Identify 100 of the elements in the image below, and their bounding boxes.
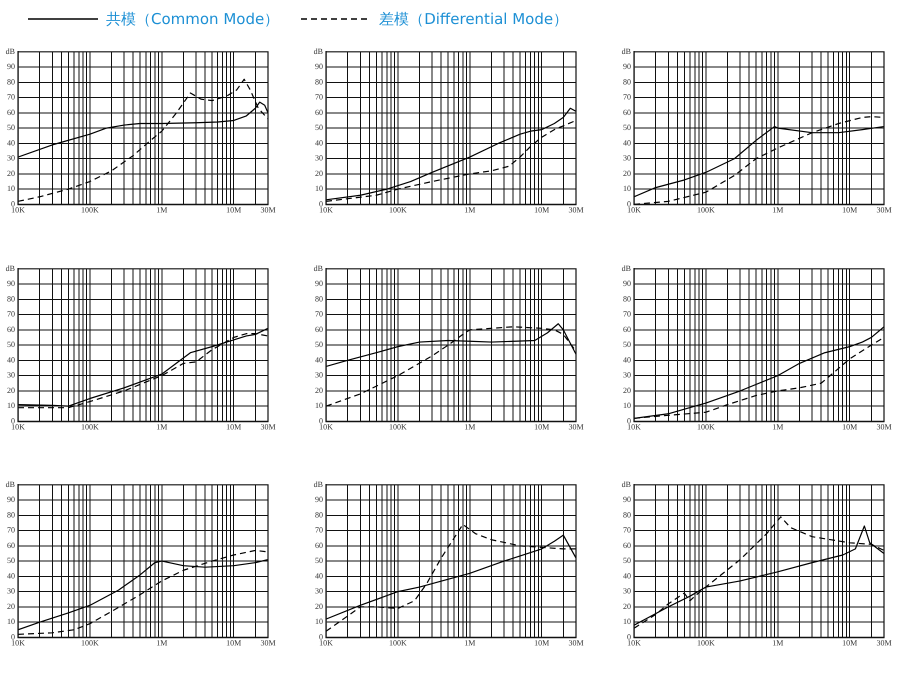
y-tick-label: 0	[11, 416, 15, 425]
y-axis-title: dB	[6, 46, 15, 56]
x-tick-label: 30M	[568, 422, 584, 431]
y-tick-label: 90	[315, 278, 323, 288]
x-tick-label: 10M	[226, 638, 242, 648]
y-tick-label: 20	[315, 168, 323, 178]
y-tick-label: 10	[623, 617, 631, 626]
x-tick-label: 1M	[464, 422, 476, 431]
y-tick-label: 90	[7, 495, 15, 504]
y-tick-label: 40	[315, 571, 323, 580]
y-tick-label: 20	[623, 168, 631, 178]
x-tick-label: 10M	[842, 422, 858, 431]
x-tick-label: 10M	[226, 422, 242, 431]
y-tick-label: 60	[315, 540, 323, 550]
y-tick-label: 0	[319, 416, 323, 425]
x-tick-label: 1M	[156, 638, 168, 648]
x-tick-label: 1M	[772, 638, 784, 648]
y-tick-label: 20	[623, 602, 631, 611]
x-tick-label: 30M	[568, 638, 584, 648]
y-tick-label: 90	[315, 62, 323, 72]
y-axis-title: dB	[314, 480, 323, 489]
y-tick-label: 30	[315, 154, 323, 163]
y-tick-label: 30	[7, 586, 15, 596]
y-tick-label: 10	[7, 400, 15, 410]
x-tick-label: 100K	[81, 422, 100, 431]
y-tick-label: 80	[623, 77, 631, 86]
y-tick-label: 40	[315, 354, 323, 364]
y-tick-label: 50	[7, 556, 15, 566]
y-tick-label: 50	[623, 556, 631, 566]
y-tick-label: 50	[623, 340, 631, 349]
y-tick-label: 50	[315, 556, 323, 566]
x-tick-label: 30M	[260, 638, 276, 648]
y-tick-label: 30	[7, 154, 15, 163]
y-tick-label: 20	[315, 602, 323, 611]
x-tick-label: 100K	[697, 638, 716, 648]
y-tick-label: 60	[7, 324, 15, 334]
y-tick-label: 50	[315, 123, 323, 132]
y-tick-label: 70	[623, 92, 631, 102]
y-tick-label: 80	[315, 294, 323, 303]
y-tick-label: 50	[315, 340, 323, 349]
y-tick-label: 30	[7, 370, 15, 380]
x-tick-label: 30M	[260, 422, 276, 431]
x-tick-label: 10M	[842, 638, 858, 648]
y-tick-label: 10	[623, 400, 631, 410]
y-tick-label: 40	[315, 138, 323, 148]
y-axis-title: dB	[622, 480, 631, 489]
x-tick-label: 10M	[534, 422, 550, 431]
y-tick-label: 60	[623, 540, 631, 550]
y-tick-label: 80	[315, 510, 323, 520]
x-tick-label: 1M	[464, 638, 476, 648]
y-tick-label: 90	[623, 62, 631, 72]
y-axis-title: dB	[314, 263, 323, 272]
y-tick-label: 40	[623, 354, 631, 364]
legend-label: 共模（Common Mode）	[106, 10, 280, 28]
y-tick-label: 60	[7, 108, 15, 117]
y-tick-label: 70	[7, 309, 15, 318]
y-tick-label: 10	[315, 617, 323, 626]
y-tick-label: 70	[315, 92, 323, 102]
x-tick-label: 10M	[226, 205, 242, 214]
y-tick-label: 50	[623, 123, 631, 132]
x-tick-label: 30M	[876, 638, 892, 648]
y-tick-label: 60	[315, 108, 323, 117]
y-tick-label: 60	[7, 540, 15, 550]
y-tick-label: 90	[623, 495, 631, 504]
y-tick-label: 70	[7, 92, 15, 102]
y-tick-label: 70	[623, 309, 631, 318]
x-tick-label: 100K	[81, 638, 100, 648]
x-tick-label: 100K	[389, 205, 408, 214]
y-tick-label: 40	[623, 138, 631, 148]
y-tick-label: 60	[623, 324, 631, 334]
y-tick-label: 60	[623, 108, 631, 117]
legend-label: 差模（Differential Mode）	[379, 10, 568, 28]
y-tick-label: 40	[7, 138, 15, 148]
y-tick-label: 30	[623, 370, 631, 380]
y-axis-title: dB	[622, 46, 631, 56]
y-tick-label: 80	[7, 77, 15, 86]
y-tick-label: 20	[7, 168, 15, 178]
x-tick-label: 10M	[842, 205, 858, 214]
y-tick-label: 30	[315, 370, 323, 380]
y-tick-label: 70	[7, 526, 15, 535]
x-tick-label: 30M	[876, 422, 892, 431]
x-tick-label: 100K	[389, 422, 408, 431]
y-tick-label: 10	[623, 184, 631, 194]
x-tick-label: 100K	[697, 205, 716, 214]
y-tick-label: 20	[623, 385, 631, 394]
y-tick-label: 10	[315, 184, 323, 194]
y-tick-label: 30	[623, 154, 631, 163]
x-tick-label: 100K	[81, 205, 100, 214]
y-tick-label: 50	[7, 340, 15, 349]
y-tick-label: 90	[315, 495, 323, 504]
y-tick-label: 50	[7, 123, 15, 132]
y-tick-label: 70	[315, 526, 323, 535]
x-tick-label: 100K	[389, 638, 408, 648]
y-axis-title: dB	[6, 263, 15, 272]
x-tick-label: 100K	[697, 422, 716, 431]
y-tick-label: 80	[623, 294, 631, 303]
y-tick-label: 70	[315, 309, 323, 318]
y-tick-label: 40	[7, 354, 15, 364]
x-tick-label: 10M	[534, 205, 550, 214]
x-tick-label: 30M	[260, 205, 276, 214]
